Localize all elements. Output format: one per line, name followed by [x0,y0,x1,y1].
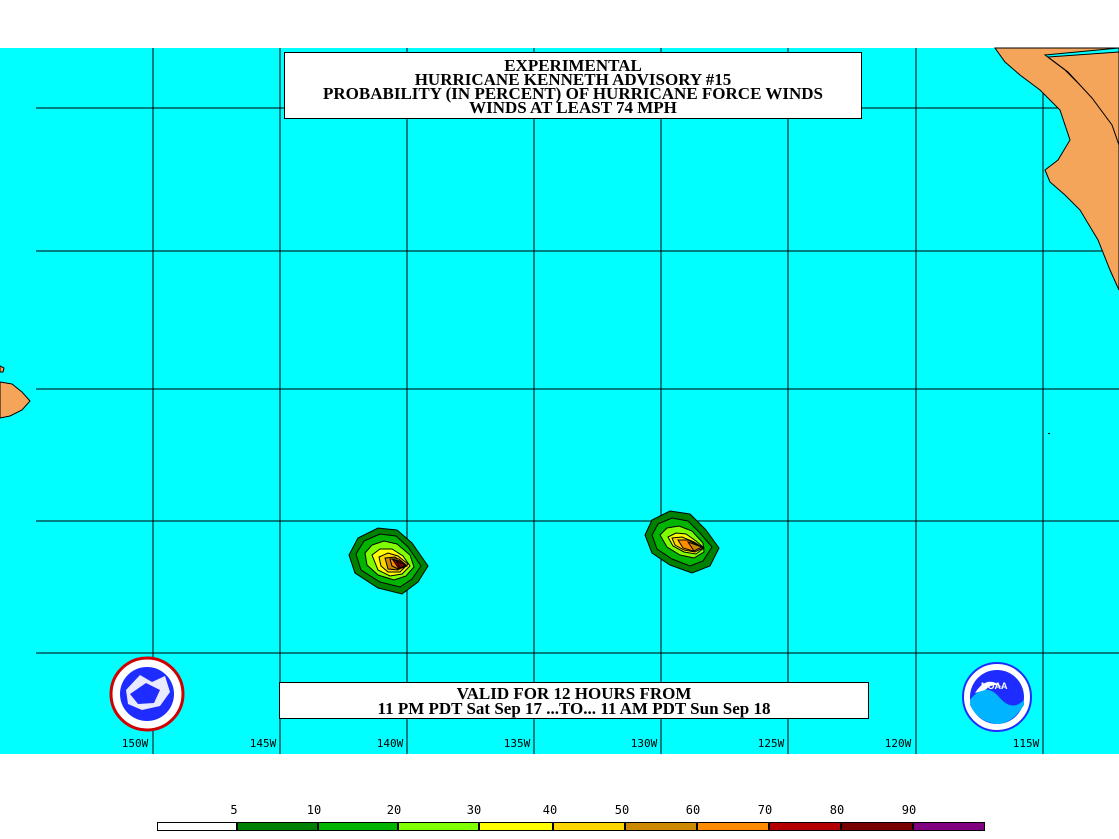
title-line-4: WINDS AT LEAST 74 MPH [469,98,677,117]
lon-label-125w: 125W [757,737,785,750]
probability-area-east [644,510,720,574]
probability-area-west [348,527,429,595]
lon-label-140w: 140W [376,737,404,750]
legend-swatch-9 [841,822,913,831]
land-hawaii [0,365,31,419]
legend-tick-20: 20 [386,803,402,817]
valid-period-box: VALID FOR 12 HOURS FROM 11 PM PDT Sat Se… [279,682,869,719]
lon-label-150w: 150W [121,737,149,750]
legend-tick-90: 90 [901,803,917,817]
lon-label-115w: 115W [1012,737,1040,750]
legend-swatch-1 [237,822,318,831]
legend-tick-30: 30 [466,803,482,817]
legend-tick-5: 5 [230,803,238,817]
legend-tick-70: 70 [757,803,773,817]
legend-swatch-4 [479,822,553,831]
legend-swatch-8 [769,822,841,831]
legend-swatch-2 [318,822,398,831]
national-weather-service-logo [109,656,185,732]
legend-swatch-7 [697,822,769,831]
land-mexico [994,47,1119,291]
legend-swatch-0 [157,822,237,831]
noaa-logo [962,662,1032,732]
lon-label-135w: 135W [503,737,531,750]
lon-label-130w: 130W [630,737,658,750]
lon-label-120w: 120W [884,737,912,750]
legend-tick-40: 40 [542,803,558,817]
lon-label-145w: 145W [249,737,277,750]
legend-swatch-6 [625,822,697,831]
valid-line-2: 11 PM PDT Sat Sep 17 ...TO... 11 AM PDT … [377,699,771,718]
legend-swatch-3 [398,822,479,831]
title-line-3: PROBABILITY (IN PERCENT) OF HURRICANE FO… [323,84,823,103]
island-dot [1048,433,1050,434]
title-line-2: HURRICANE KENNETH ADVISORY #15 [414,70,732,89]
title-box: EXPERIMENTAL HURRICANE KENNETH ADVISORY … [284,52,862,119]
ocean [0,48,1119,754]
legend-tick-10: 10 [306,803,322,817]
legend-tick-80: 80 [829,803,845,817]
valid-line-1: VALID FOR 12 HOURS FROM [456,684,692,703]
legend-swatch-10 [913,822,985,831]
legend-tick-50: 50 [614,803,630,817]
noaa-logo-text: NOAA [981,681,1008,691]
title-line-1: EXPERIMENTAL [504,56,642,75]
lat-lon-grid [36,48,1119,754]
legend-swatch-5 [553,822,625,831]
legend-tick-60: 60 [685,803,701,817]
